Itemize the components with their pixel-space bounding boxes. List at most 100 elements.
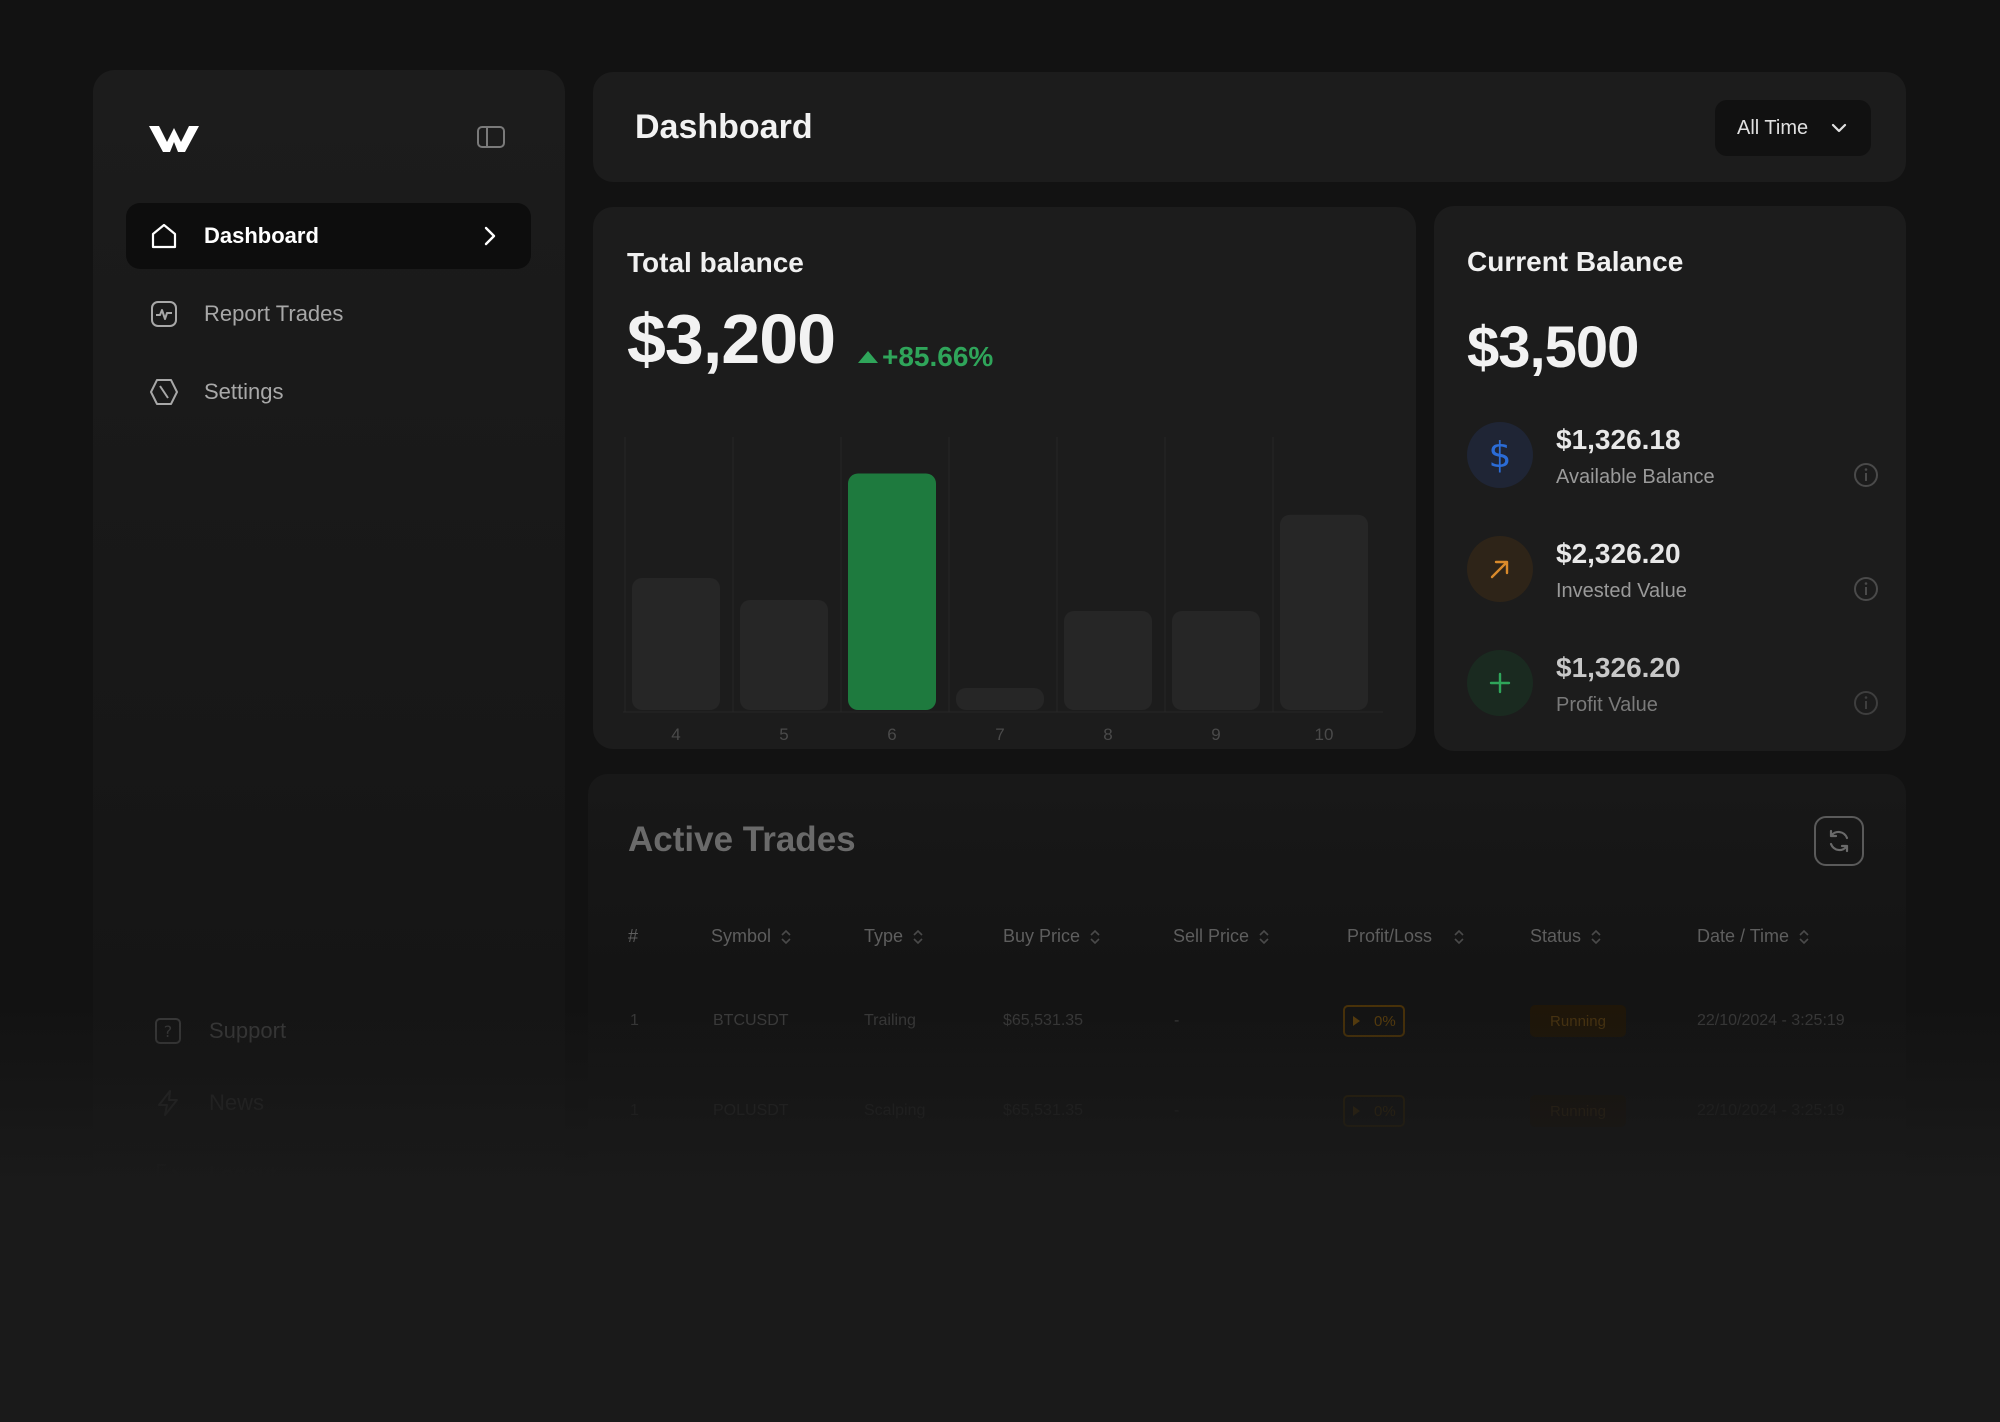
brand-logo-icon[interactable]	[147, 122, 201, 156]
sidebar-item-label: Settings	[204, 379, 284, 404]
chart-tick-label: 6	[887, 725, 896, 744]
sidebar-item-news[interactable]: News	[153, 1083, 264, 1123]
cell-buy-price: $65,531.35	[1003, 1102, 1084, 1119]
column-header-label: Buy Price	[1003, 926, 1081, 946]
status-badge: Running	[1530, 1005, 1626, 1037]
column-header-label: Sell Price	[1173, 926, 1250, 946]
chart-tick-label: 8	[1103, 725, 1112, 744]
play-icon	[1353, 1016, 1360, 1026]
available-balance-amount: $1,326.18	[1556, 424, 1681, 455]
column-header-label: Symbol	[711, 926, 772, 946]
page-title: Dashboard	[635, 108, 813, 146]
total-balance-title: Total balance	[627, 247, 804, 278]
cell-num: 1	[630, 1102, 639, 1119]
balance-bar-chart: 4 5 6 7 8 9 10	[623, 437, 1383, 744]
sort-icon	[1090, 929, 1100, 944]
sidebar-toggle-icon[interactable]	[476, 125, 506, 149]
chart-tick-label: 7	[995, 725, 1004, 744]
sidebar-item-report-trades[interactable]: Report Trades	[126, 281, 531, 347]
cell-type: Scalping	[864, 1102, 926, 1119]
sidebar-item-label: Report Trades	[204, 301, 344, 326]
refresh-button[interactable]	[1814, 816, 1864, 866]
help-square-icon: ?	[153, 1016, 183, 1046]
current-balance-value: $3,500	[1467, 315, 1639, 380]
sidebar-item-label: Logout	[209, 1162, 277, 1187]
active-trades-title: Active Trades	[628, 820, 856, 859]
info-icon[interactable]	[1853, 462, 1879, 488]
sort-icon	[1799, 929, 1809, 944]
column-header-label: Date / Time	[1697, 926, 1790, 946]
time-range-select[interactable]: All Time	[1715, 100, 1871, 156]
cell-sell-price: -	[1174, 1012, 1180, 1029]
chart-tick-label: 5	[779, 725, 788, 744]
chart-bar-5[interactable]	[740, 600, 828, 710]
chevron-right-icon	[477, 224, 501, 248]
profit-loss-value: 0%	[1374, 1012, 1396, 1030]
activity-icon	[148, 298, 180, 330]
sidebar-item-label: Support	[209, 1018, 287, 1043]
sidebar-item-logout[interactable]: Logout	[153, 1155, 276, 1195]
column-header-profit-loss[interactable]: Profit/Loss	[1347, 926, 1464, 947]
refresh-icon	[1829, 829, 1849, 853]
chevron-down-icon	[1829, 118, 1849, 138]
play-icon	[1353, 1106, 1360, 1116]
profit-value-amount: $1,326.20	[1556, 652, 1681, 683]
profit-loss-badge: 0%	[1343, 1095, 1405, 1127]
chart-tick-label: 10	[1315, 725, 1334, 744]
cell-type: Trailing	[864, 1012, 916, 1029]
sort-icon	[1259, 929, 1269, 944]
sort-icon	[1454, 929, 1464, 944]
balance-change-value: +85.66%	[882, 341, 994, 372]
active-trades-card: Active Trades # Symbol Type Buy Price Se…	[588, 774, 1906, 1294]
column-header-sell-price[interactable]: Sell Price	[1173, 926, 1269, 947]
column-header-date-time[interactable]: Date / Time	[1697, 926, 1809, 947]
column-header-label: Status	[1530, 926, 1582, 946]
column-header-type[interactable]: Type	[864, 926, 923, 947]
available-balance-row: $ $1,326.18 Available Balance	[1467, 422, 1879, 492]
cell-num: 1	[630, 1012, 639, 1029]
column-header-label: Type	[864, 926, 904, 946]
chart-tick-label: 4	[671, 725, 680, 744]
sidebar-item-settings[interactable]: Settings	[126, 359, 531, 425]
page-header: Dashboard All Time	[593, 72, 1906, 182]
time-range-value: All Time	[1737, 116, 1809, 139]
sidebar: Dashboard Report Trades Settings ? Suppo…	[93, 70, 565, 1320]
info-icon[interactable]	[1853, 690, 1879, 716]
profit-loss-value: 0%	[1374, 1102, 1396, 1120]
logout-icon	[153, 1160, 183, 1190]
chart-bar-10[interactable]	[1280, 514, 1368, 710]
column-header-num[interactable]: #	[628, 926, 638, 947]
profit-loss-badge: 0%	[1343, 1005, 1405, 1037]
column-header-buy-price[interactable]: Buy Price	[1003, 926, 1100, 947]
dollar-icon: $	[1467, 422, 1533, 488]
status-badge: Running	[1530, 1095, 1626, 1127]
info-icon[interactable]	[1853, 576, 1879, 602]
column-header-symbol[interactable]: Symbol	[711, 926, 791, 947]
lightning-icon	[153, 1088, 183, 1118]
sidebar-item-label: News	[209, 1090, 265, 1115]
total-balance-value: $3,200	[627, 300, 836, 378]
column-header-status[interactable]: Status	[1530, 926, 1601, 947]
invested-value-label: Invested Value	[1556, 580, 1687, 602]
column-header-label: Profit/Loss	[1347, 926, 1433, 946]
chart-bar-6[interactable]	[848, 473, 936, 711]
cell-symbol: BTCUSDT	[713, 1012, 789, 1029]
settings-hexagon-icon	[148, 376, 180, 408]
total-balance-card: Total balance $3,200 +85.66% 4 5 6 7 8 9 10	[593, 207, 1416, 749]
home-icon	[148, 220, 180, 252]
sidebar-item-dashboard[interactable]: Dashboard	[126, 203, 531, 269]
current-balance-title: Current Balance	[1467, 246, 1684, 277]
arrow-up-right-icon	[1467, 536, 1533, 602]
sidebar-item-support[interactable]: ? Support	[153, 1011, 286, 1051]
cell-sell-price: -	[1174, 1102, 1180, 1119]
svg-text:?: ?	[164, 1022, 173, 1041]
profit-value-row: $1,326.20 Profit Value	[1467, 650, 1879, 720]
chart-bar-4[interactable]	[632, 578, 720, 710]
chart-bar-8[interactable]	[1064, 611, 1152, 710]
chart-bar-9[interactable]	[1172, 611, 1260, 710]
sidebar-item-label: Dashboard	[204, 223, 319, 248]
balance-change: +85.66%	[858, 341, 993, 373]
cell-symbol: POLUSDT	[713, 1102, 789, 1119]
chart-bar-7[interactable]	[956, 688, 1044, 710]
